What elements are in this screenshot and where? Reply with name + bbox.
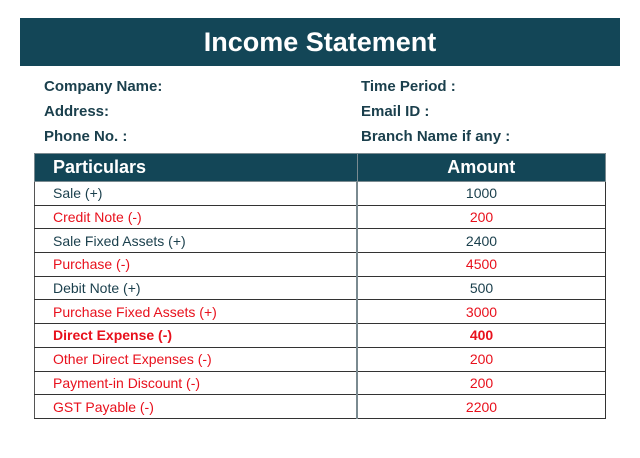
time-period-label: Time Period : bbox=[361, 78, 456, 95]
row-label: Sale (+) bbox=[34, 181, 358, 206]
phone-label: Phone No. : bbox=[44, 128, 128, 145]
header-particulars: Particulars bbox=[34, 153, 358, 182]
row-label: Debit Note (+) bbox=[34, 275, 358, 301]
row-amount: 500 bbox=[356, 275, 606, 301]
table-row: Payment-in Discount (-) 200 bbox=[34, 370, 606, 396]
table-row: Other Direct Expenses (-) 200 bbox=[34, 346, 606, 372]
table-row: Purchase Fixed Assets (+) 3000 bbox=[34, 299, 606, 325]
row-label: Sale Fixed Assets (+) bbox=[34, 228, 358, 254]
row-label: Direct Expense (-) bbox=[34, 323, 358, 348]
table-row: GST Payable (-) 2200 bbox=[34, 394, 606, 419]
row-amount: 1000 bbox=[356, 181, 606, 206]
row-label: Credit Note (-) bbox=[34, 204, 358, 230]
email-label: Email ID : bbox=[361, 103, 430, 120]
row-label: GST Payable (-) bbox=[34, 394, 358, 419]
row-amount: 200 bbox=[356, 204, 606, 230]
row-label: Purchase (-) bbox=[34, 252, 358, 277]
row-label: Other Direct Expenses (-) bbox=[34, 346, 358, 372]
table-row: Purchase (-) 4500 bbox=[34, 252, 606, 277]
row-amount: 3000 bbox=[356, 299, 606, 325]
table-row: Debit Note (+) 500 bbox=[34, 275, 606, 301]
row-amount: 4500 bbox=[356, 252, 606, 277]
row-label: Payment-in Discount (-) bbox=[34, 370, 358, 396]
address-label: Address: bbox=[44, 103, 110, 120]
row-amount: 2200 bbox=[356, 394, 606, 419]
company-name-label: Company Name: bbox=[44, 78, 163, 95]
branch-label: Branch Name if any : bbox=[361, 128, 511, 145]
table-row: Sale Fixed Assets (+) 2400 bbox=[34, 228, 606, 254]
row-amount: 200 bbox=[356, 346, 606, 372]
row-amount: 200 bbox=[356, 370, 606, 396]
row-amount: 2400 bbox=[356, 228, 606, 254]
table-row: Credit Note (-) 200 bbox=[34, 204, 606, 230]
income-table: Particulars Amount Sale (+) 1000 Credit No… bbox=[34, 153, 606, 419]
page-title: Income Statement bbox=[20, 18, 620, 66]
row-label: Purchase Fixed Assets (+) bbox=[34, 299, 358, 325]
header-amount: Amount bbox=[356, 153, 606, 182]
table-row: Direct Expense (-) 400 bbox=[34, 323, 606, 348]
table-row: Sale (+) 1000 bbox=[34, 181, 606, 206]
row-amount: 400 bbox=[356, 323, 606, 348]
